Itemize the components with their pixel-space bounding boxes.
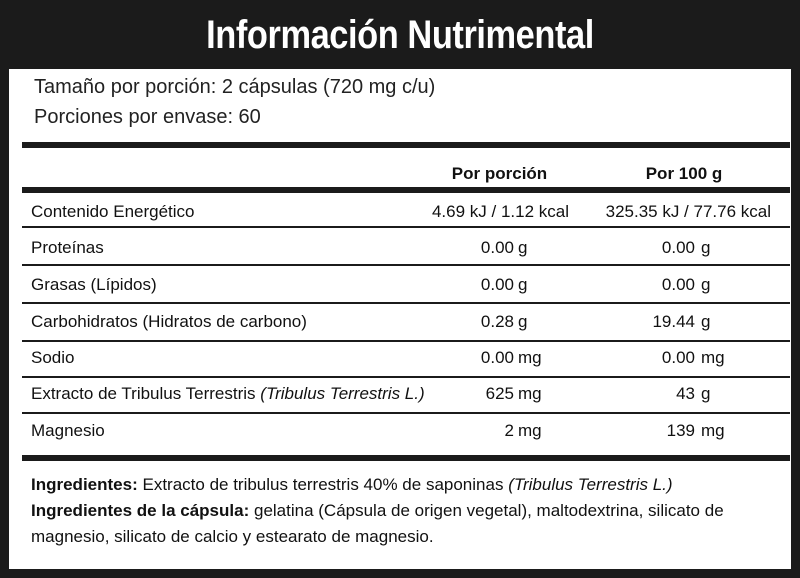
sodium-per-100g-unit: mg: [701, 348, 725, 367]
ingredients-line: Ingredientes: Extracto de tribulus terre…: [31, 472, 786, 498]
tribulus-per-100g: 43: [676, 384, 695, 403]
row-divider: [22, 412, 790, 414]
carbs-per-100g-unit: g: [701, 312, 711, 331]
energy-per-serving: 4.69 kJ / 1.12 kcal: [431, 202, 569, 221]
row-divider: [22, 302, 790, 304]
tribulus-per-100g-unit: g: [701, 384, 711, 403]
fats-per-100g-unit: g: [701, 275, 711, 294]
tribulus-common-name: Extracto de Tribulus Terrestris: [31, 384, 256, 403]
magnesium-per-100g-unit: mg: [701, 421, 725, 440]
divider-thick: [22, 187, 790, 193]
tribulus-per-serving: 625: [485, 384, 514, 403]
magnesium-per-100g: 139: [666, 421, 695, 440]
ingredients-label: Ingredientes:: [31, 475, 138, 494]
capsule-ingredients-label: Ingredientes de la cápsula:: [31, 501, 250, 520]
tribulus-scientific-name: (Tribulus Terrestris L.): [260, 384, 425, 403]
divider-thick: [22, 455, 790, 461]
ingredients-text: Extracto de tribulus terrestris 40% de s…: [142, 475, 504, 494]
row-divider: [22, 340, 790, 342]
row-divider: [22, 226, 790, 228]
header-per-serving: Por porción: [451, 164, 548, 183]
row-label-sodium: Sodio: [31, 348, 75, 367]
protein-per-100g-unit: g: [701, 238, 711, 257]
row-label-carbs: Carbohidratos (Hidratos de carbono): [31, 312, 307, 331]
fats-per-100g: 0.00: [661, 275, 695, 294]
protein-per-100g: 0.00: [661, 238, 695, 257]
magnesium-per-serving: 2: [504, 421, 514, 440]
magnesium-per-serving-unit: mg: [518, 421, 542, 440]
divider-thick: [22, 142, 790, 148]
row-divider: [22, 264, 790, 266]
capsule-ingredients-text: gelatina (Cápsula de origen vegetal), ma…: [31, 501, 724, 546]
fats-per-serving-unit: g: [518, 275, 528, 294]
sodium-per-serving-unit: mg: [518, 348, 542, 367]
energy-per-100g: 325.35 kJ / 77.76 kcal: [605, 202, 771, 221]
servings-per-container: Porciones por envase: 60: [34, 106, 261, 128]
sodium-per-100g: 0.00: [661, 348, 695, 367]
row-divider: [22, 376, 790, 378]
tribulus-per-serving-unit: mg: [518, 384, 542, 403]
panel-title: Información Nutrimental: [206, 12, 594, 57]
carbs-per-serving-unit: g: [518, 312, 528, 331]
nutrition-card: Tamaño por porción: 2 cápsulas (720 mg c…: [9, 69, 791, 569]
row-label-protein: Proteínas: [31, 238, 104, 257]
serving-size: Tamaño por porción: 2 cápsulas (720 mg c…: [34, 76, 436, 98]
capsule-ingredients-line: Ingredientes de la cápsula: gelatina (Cá…: [31, 498, 786, 550]
ingredients-scientific-name: (Tribulus Terrestris L.): [508, 475, 673, 494]
protein-per-serving: 0.00: [480, 238, 514, 257]
fats-per-serving: 0.00: [480, 275, 514, 294]
row-label-magnesium: Magnesio: [31, 421, 105, 440]
ingredients-block: Ingredientes: Extracto de tribulus terre…: [31, 472, 786, 550]
sodium-per-serving: 0.00: [480, 348, 514, 367]
row-label-energy: Contenido Energético: [31, 202, 195, 221]
protein-per-serving-unit: g: [518, 238, 528, 257]
row-label-tribulus: Extracto de Tribulus Terrestris (Tribulu…: [31, 384, 425, 404]
carbs-per-100g: 19.44: [652, 312, 695, 331]
header-per-100g: Por 100 g: [645, 164, 723, 183]
carbs-per-serving: 0.28: [480, 312, 514, 331]
row-label-fats: Grasas (Lípidos): [31, 275, 157, 294]
